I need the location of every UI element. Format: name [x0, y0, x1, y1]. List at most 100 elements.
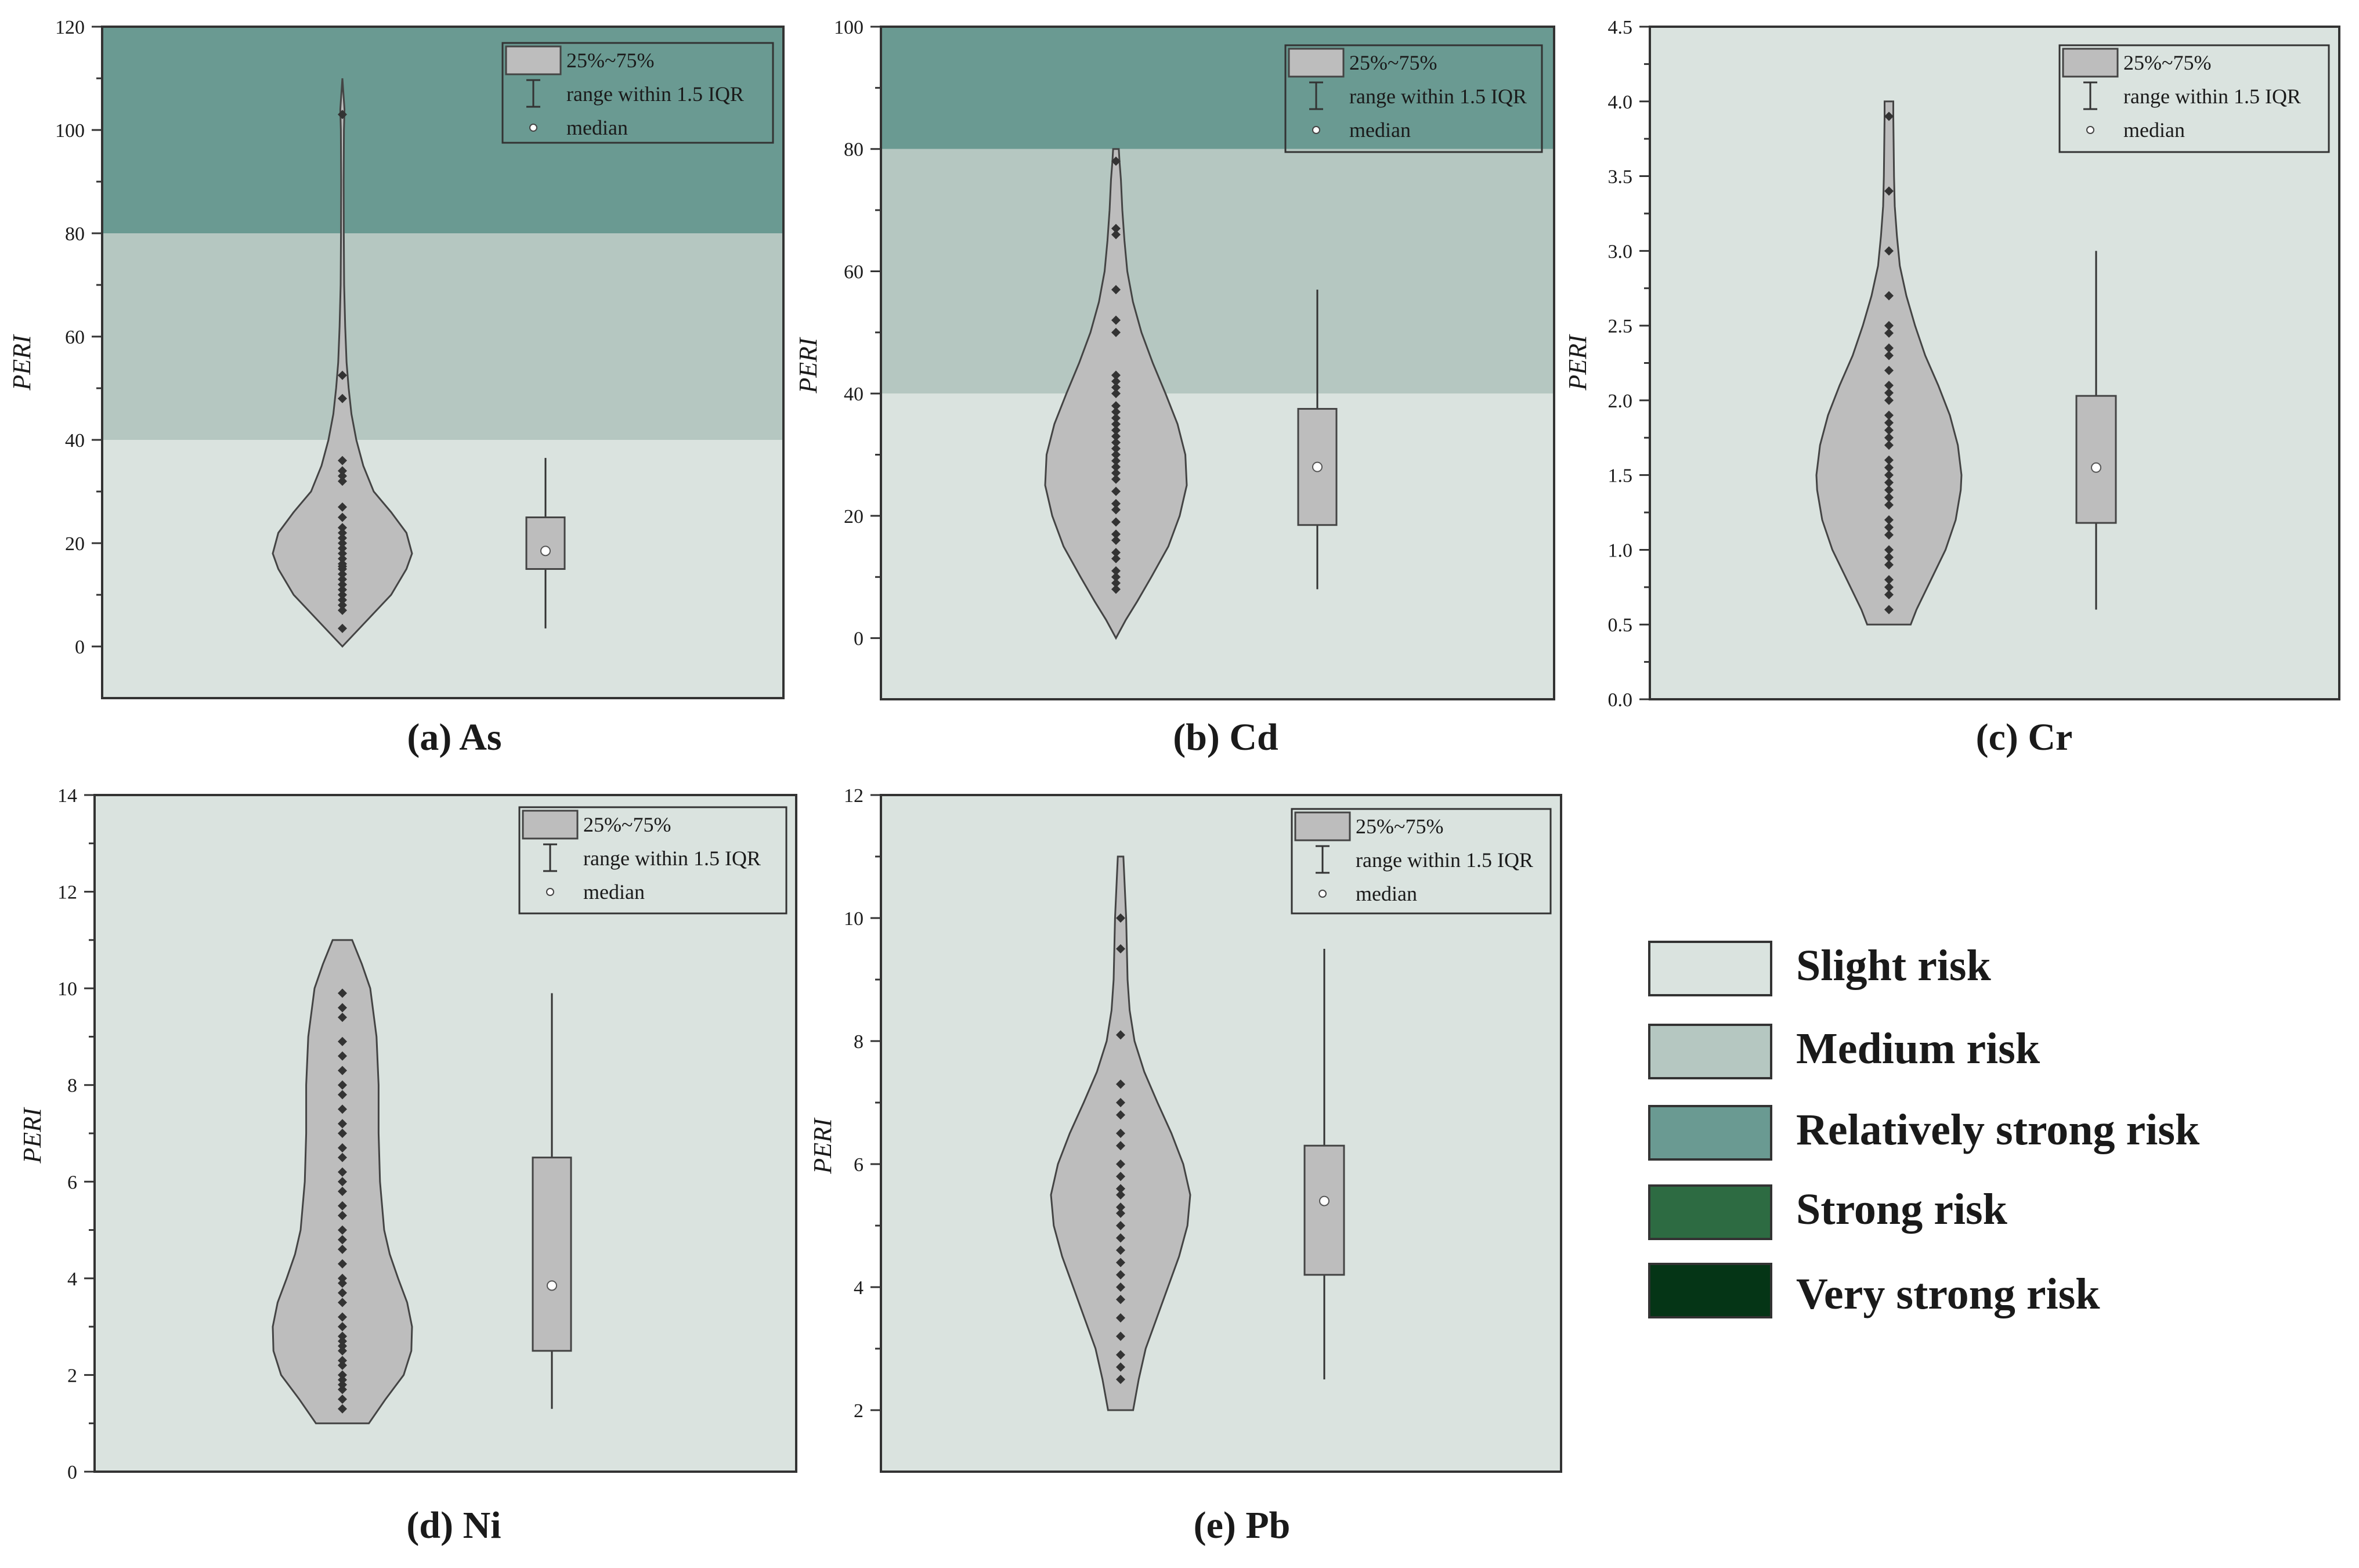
- data-point: [338, 1360, 347, 1370]
- risk-band: [881, 795, 1561, 1472]
- data-point: [1884, 388, 1894, 398]
- data-point: [338, 1346, 347, 1356]
- data-point: [338, 1298, 347, 1307]
- whisker-icon: [2083, 81, 2097, 110]
- data-point: [1111, 529, 1121, 539]
- data-point: [338, 600, 347, 610]
- data-point: [1116, 1208, 1125, 1218]
- risk-band: [881, 27, 1554, 149]
- risk-band: [102, 27, 783, 233]
- panel-pb: 2 4 6 8 10 12 25%~75% range within 1.5 IQR me…: [808, 785, 1562, 1547]
- y-tick-label: 10: [844, 908, 864, 930]
- data-point: [1884, 522, 1894, 532]
- data-point: [338, 528, 347, 538]
- data-point: [338, 1312, 347, 1322]
- y-tick-label: 14: [57, 785, 77, 807]
- y-tick-label: 10: [57, 978, 77, 1000]
- data-point: [1884, 351, 1894, 360]
- risk-swatch-medium: [1648, 1024, 1772, 1079]
- y-tick-label: 4: [67, 1269, 77, 1290]
- iqr-swatch: [1288, 48, 1345, 78]
- data-point: [338, 1013, 347, 1023]
- legend-iqr-label: 25%~75%: [1349, 51, 1437, 74]
- data-point: [1116, 1331, 1125, 1341]
- data-point: [338, 466, 347, 476]
- data-point: [1111, 584, 1121, 594]
- risk-band: [102, 440, 783, 698]
- risk-label-relatively-strong: Relatively strong risk: [1796, 1105, 2200, 1154]
- y-tick-label: 80: [65, 223, 85, 245]
- data-point: [1116, 1202, 1125, 1212]
- risk-swatch-very-strong: [1648, 1263, 1772, 1318]
- risk-legend: Slight risk Medium risk Relatively stron…: [1648, 941, 2200, 1318]
- iqr-box: [532, 1157, 572, 1352]
- legend-iqr-label: 25%~75%: [583, 813, 671, 836]
- data-point: [1884, 321, 1894, 331]
- y-tick-label: 0: [67, 1462, 77, 1483]
- y-tick-label: 2.0: [1608, 391, 1633, 412]
- data-point: [338, 502, 347, 512]
- median-icon: [546, 888, 554, 896]
- data-point: [1116, 1172, 1125, 1182]
- risk-swatch-slight: [1648, 941, 1772, 996]
- y-tick-label: 0.5: [1608, 615, 1633, 636]
- data-point: [1111, 536, 1121, 545]
- y-tick-label: 3.0: [1608, 241, 1633, 262]
- data-point: [338, 1080, 347, 1090]
- data-point: [338, 1167, 347, 1177]
- data-point: [338, 1288, 347, 1298]
- data-point: [338, 1235, 347, 1245]
- y-tick-label: 100: [834, 17, 864, 38]
- data-point: [1116, 913, 1125, 923]
- data-point: [1111, 370, 1121, 380]
- y-axis-title: PERI: [794, 337, 822, 394]
- data-point: [1116, 1313, 1125, 1323]
- iqr-box: [1303, 1144, 1345, 1276]
- y-tick-label: 2.5: [1608, 316, 1633, 337]
- data-point: [1884, 560, 1894, 570]
- data-point: [1111, 517, 1121, 527]
- data-point: [1884, 478, 1894, 487]
- y-tick-label: 0: [75, 637, 85, 658]
- data-point: [1111, 578, 1121, 588]
- y-tick-label: 6: [67, 1172, 77, 1193]
- box-plot: [2075, 251, 2117, 610]
- data-point: [338, 575, 347, 584]
- legend-iqr-label: 25%~75%: [1356, 815, 1443, 838]
- data-point: [338, 1119, 347, 1129]
- data-point: [338, 1051, 347, 1061]
- y-axis-title: PERI: [8, 334, 36, 391]
- risk-band: [881, 393, 1554, 699]
- iqr-swatch: [1294, 811, 1351, 841]
- legend-iqr-label: 25%~75%: [566, 49, 654, 72]
- panel-cr: 0.0 0.5 1.0 1.5 2.0 2.5 3.0 3.5 4.0 4.5 25%~75% r…: [1563, 17, 2340, 758]
- data-point: [1884, 366, 1894, 375]
- y-tick-label: 4.5: [1608, 17, 1633, 38]
- data-point: [338, 595, 347, 605]
- data-point: [1884, 186, 1894, 196]
- data-point: [338, 1370, 347, 1380]
- legend-whisker-label: range within 1.5 IQR: [1356, 848, 1533, 872]
- panel-cd: 0 20 40 60 80 100 25%~75% range within 1.5 IQ…: [794, 17, 1555, 758]
- data-point: [338, 456, 347, 465]
- data-point: [1884, 530, 1894, 540]
- data-point: [338, 370, 347, 380]
- y-tick-label: 0: [854, 628, 864, 650]
- data-point: [1116, 1221, 1125, 1230]
- legend-median-label: median: [2123, 118, 2185, 142]
- data-point: [1116, 1190, 1125, 1200]
- data-point: [338, 585, 347, 595]
- box-plot: [525, 458, 566, 628]
- data-point: [338, 1065, 347, 1075]
- data-point: [1111, 572, 1121, 582]
- data-point: [338, 1278, 347, 1288]
- violin-shape: [272, 78, 413, 648]
- data-point: [338, 1211, 347, 1220]
- y-axis-title: PERI: [1563, 334, 1592, 391]
- data-point: [1116, 1129, 1125, 1138]
- data-point: [1884, 493, 1894, 503]
- y-tick-label: 8: [854, 1031, 864, 1053]
- data-point: [1111, 285, 1121, 295]
- data-point: [338, 1331, 347, 1341]
